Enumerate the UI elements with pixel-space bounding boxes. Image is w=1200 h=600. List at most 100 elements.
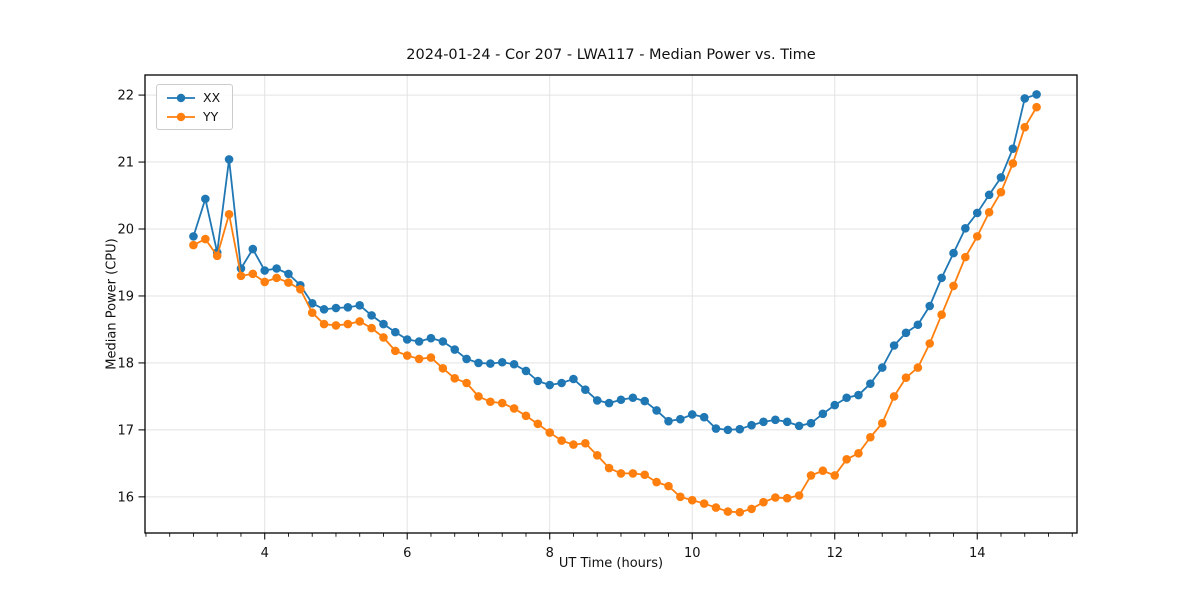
- series-YY-marker: [391, 346, 400, 356]
- series-YY-marker: [699, 499, 709, 508]
- series-XX-marker: [533, 376, 543, 386]
- series-XX-marker: [189, 232, 198, 241]
- series-XX-marker: [842, 393, 851, 403]
- series-XX-marker: [367, 311, 376, 320]
- series-YY-marker: [830, 471, 840, 480]
- series-XX-marker: [652, 406, 661, 415]
- x-tick-label: 14: [969, 546, 986, 561]
- series-YY-marker: [319, 319, 329, 329]
- series-XX-marker: [676, 414, 685, 424]
- series-XX-marker: [545, 380, 555, 390]
- series-YY-marker: [509, 404, 519, 413]
- series-XX-marker: [284, 269, 293, 279]
- series-XX-marker: [866, 379, 875, 388]
- series-XX-marker: [972, 208, 982, 218]
- series-XX-marker: [854, 390, 863, 400]
- y-tick-label: 20: [117, 223, 134, 238]
- series-YY-marker: [687, 495, 697, 505]
- series-YY-marker: [402, 351, 412, 360]
- series-XX-marker: [616, 395, 626, 405]
- series-XX-marker: [723, 425, 733, 435]
- series-YY-marker: [961, 252, 970, 262]
- series-YY-marker: [343, 319, 353, 329]
- series-XX-marker: [319, 305, 329, 314]
- series-YY-marker: [260, 277, 270, 287]
- series-YY-marker: [296, 284, 305, 294]
- series-YY-marker: [569, 440, 578, 449]
- series-YY-marker: [1032, 102, 1041, 112]
- series-YY-marker: [462, 378, 471, 388]
- series-XX-marker: [759, 417, 768, 427]
- series-YY-marker: [1008, 159, 1018, 168]
- series-YY-marker: [877, 418, 887, 428]
- series-YY-marker: [913, 363, 923, 372]
- series-YY-marker: [984, 207, 994, 217]
- series-XX-marker: [735, 424, 745, 434]
- x-tick-label: 8: [546, 546, 554, 561]
- x-tick-label: 12: [826, 546, 843, 561]
- y-tick-label: 18: [117, 356, 134, 371]
- series-YY-marker: [379, 333, 388, 342]
- series-YY-marker: [996, 187, 1006, 197]
- axes-spines: [144, 74, 1078, 534]
- series-YY-marker: [866, 432, 875, 442]
- series-XX-marker: [1008, 144, 1018, 153]
- series-XX-marker: [913, 320, 923, 330]
- series-YY-marker: [545, 428, 555, 437]
- chart-title: 2024-01-24 - Cor 207 - LWA117 - Median P…: [406, 47, 816, 63]
- series-XX-marker: [391, 327, 400, 337]
- series-XX-marker: [937, 273, 946, 283]
- series-XX-marker: [901, 328, 911, 338]
- x-tick-label: 4: [261, 546, 269, 561]
- series-XX-marker: [628, 393, 638, 403]
- series-XX-marker: [462, 354, 471, 364]
- series-YY-marker: [771, 493, 780, 502]
- series-YY-marker: [236, 271, 246, 281]
- series-XX-marker: [830, 400, 840, 410]
- series-YY-marker: [937, 310, 946, 320]
- series-YY-marker: [604, 463, 614, 473]
- series-XX-marker: [806, 418, 816, 428]
- series-XX-marker: [414, 337, 424, 346]
- y-tick-label: 19: [117, 289, 134, 304]
- series-YY-marker: [806, 471, 816, 480]
- series-YY-marker: [747, 504, 756, 514]
- series-XX-marker: [486, 359, 495, 368]
- series-YY-marker: [212, 251, 222, 261]
- series-YY-marker: [794, 491, 804, 500]
- series-XX-marker: [747, 420, 756, 430]
- series-YY-marker: [486, 397, 495, 407]
- series-YY-marker: [533, 419, 543, 429]
- x-tick-label: 6: [403, 546, 411, 561]
- series-YY-marker: [711, 503, 721, 512]
- series-YY-marker: [189, 240, 198, 250]
- series-XX-marker: [925, 301, 935, 311]
- series-XX-marker: [201, 194, 210, 204]
- series-YY-marker: [248, 269, 258, 279]
- series-YY-marker: [759, 497, 768, 507]
- series-XX-marker: [794, 421, 804, 431]
- series-YY-marker: [842, 455, 851, 464]
- series-XX-marker: [1032, 90, 1041, 99]
- series-XX-marker: [379, 319, 388, 329]
- series-YY-marker: [901, 373, 911, 382]
- series-YY-marker: [640, 470, 649, 480]
- series-XX-marker: [509, 359, 519, 369]
- legend-label: XX: [203, 90, 221, 105]
- series-XX-marker: [949, 248, 958, 258]
- series-XX-marker: [307, 299, 317, 308]
- series-YY-marker: [972, 232, 982, 241]
- series-YY-marker: [284, 278, 293, 287]
- series-YY-marker: [450, 374, 460, 383]
- series-YY-marker: [676, 492, 685, 502]
- series-XX-marker: [782, 417, 792, 427]
- series-XX-marker: [272, 264, 281, 273]
- series-YY-marker: [818, 466, 828, 476]
- series-XX-marker: [984, 190, 994, 200]
- series-YY-marker: [628, 469, 638, 478]
- series-XX-marker: [402, 335, 412, 344]
- series-XX-marker: [343, 303, 353, 312]
- series-XX-marker: [996, 173, 1006, 182]
